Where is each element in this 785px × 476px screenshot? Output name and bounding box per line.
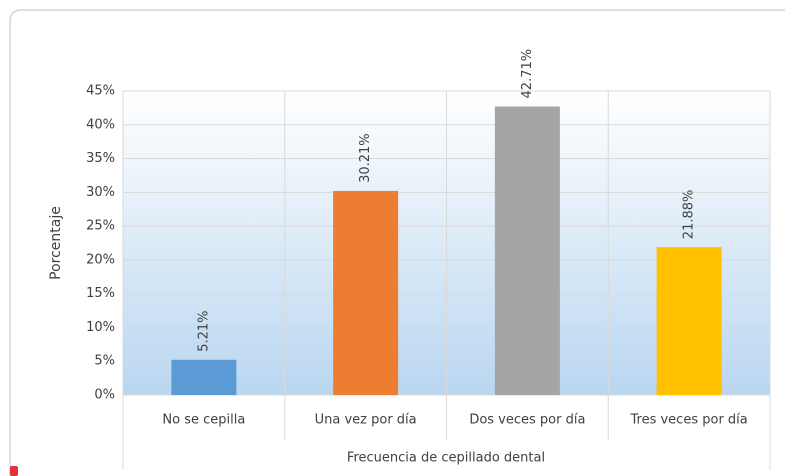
x-tick-label: No se cepilla xyxy=(162,413,245,428)
data-label: 30.21% xyxy=(358,133,373,183)
y-axis-title: Porcentaje xyxy=(48,206,64,280)
bar xyxy=(333,190,399,395)
y-tick-label: 25% xyxy=(86,219,115,234)
y-tick-label: 45% xyxy=(86,84,115,99)
x-tick-label: Una vez por día xyxy=(315,413,417,428)
data-label: 5.21% xyxy=(196,310,211,351)
data-label: 42.71% xyxy=(520,49,535,99)
x-tick-label: Dos veces por día xyxy=(469,413,585,428)
bar xyxy=(656,247,722,395)
y-tick-label: 15% xyxy=(86,286,115,301)
y-tick-label: 0% xyxy=(94,388,115,403)
y-tick-label: 20% xyxy=(86,252,115,267)
y-tick-label: 35% xyxy=(86,151,115,166)
bar xyxy=(171,359,237,395)
x-tick-label: Tres veces por día xyxy=(630,413,748,428)
y-tick-label: 40% xyxy=(86,117,115,132)
y-tick-label: 5% xyxy=(94,354,115,369)
x-axis-title: Frecuencia de cepillado dental xyxy=(347,451,545,466)
y-tick-label: 30% xyxy=(86,185,115,200)
corner-icon xyxy=(10,466,18,476)
data-label: 21.88% xyxy=(682,190,697,240)
bar xyxy=(494,106,560,396)
y-tick-label: 10% xyxy=(86,320,115,335)
